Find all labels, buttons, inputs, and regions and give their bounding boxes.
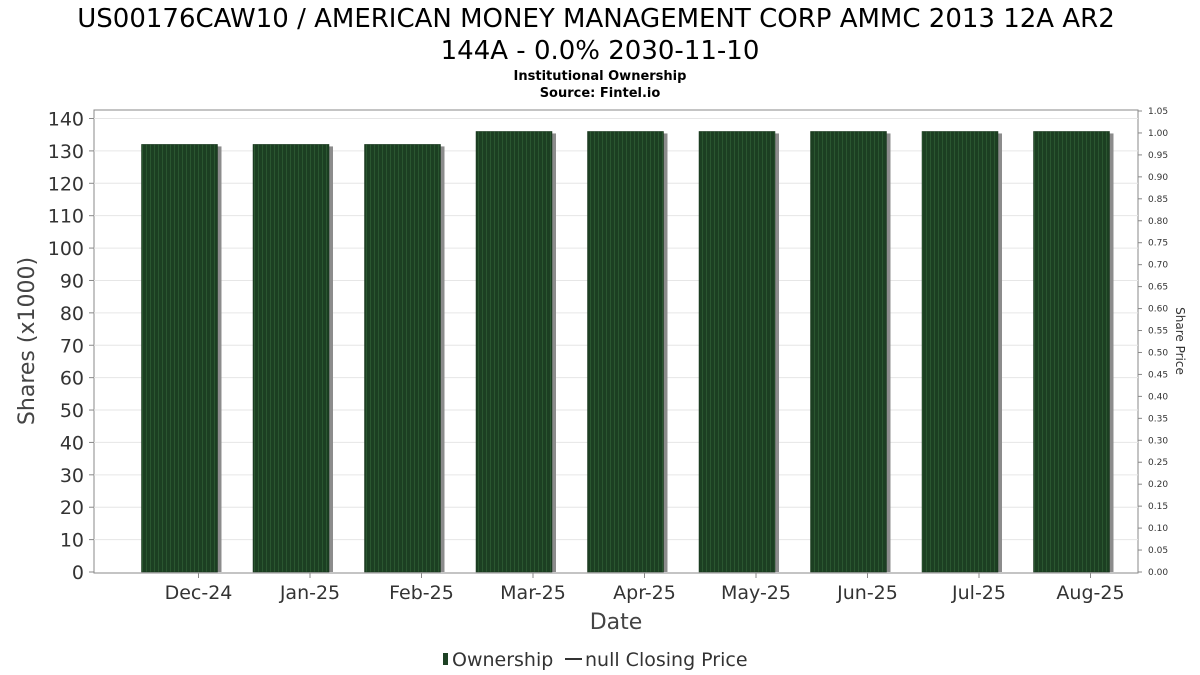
y-right-tick-label: 0.15 (1148, 502, 1168, 512)
y-right-tick-label: 0.85 (1148, 195, 1168, 205)
chart-subtitle-line1: Institutional Ownership (514, 69, 687, 84)
y-tick-label: 100 (48, 238, 84, 260)
chart-title-line2: 144A - 0.0% 2030-11-10 (441, 36, 760, 66)
bar-ownership-aug-25 (1033, 131, 1110, 573)
bar-ownership-may-25 (698, 131, 776, 573)
y-right-tick-label: 0.65 (1148, 283, 1168, 293)
y-right-tick-label: 0.20 (1148, 480, 1168, 490)
bar-ownership-dec-24 (141, 144, 218, 573)
y-axis-right-ticks: 0.00 0.05 0.10 0.15 0.20 0.25 0.30 0.35 0.40 0.45… (1138, 107, 1168, 578)
bar-ownership-mar-25 (475, 131, 553, 573)
y-tick-label: 0 (72, 562, 84, 584)
bar-shadow (663, 133, 668, 572)
y-right-tick-label: 0.40 (1148, 392, 1168, 402)
x-tick-label: Jun-25 (836, 582, 898, 604)
legend: Ownership null Closing Price (443, 649, 748, 671)
y-right-tick-label: 0.90 (1148, 173, 1168, 183)
bar-shadow (998, 133, 1002, 572)
y-right-tick-label: 0.05 (1148, 546, 1168, 556)
y-tick-label: 140 (48, 109, 84, 131)
y-right-tick-label: 0.95 (1148, 151, 1168, 161)
legend-closing-price-label: null Closing Price (585, 649, 748, 671)
y-right-tick-label: 0.00 (1148, 568, 1168, 578)
y-tick-label: 30 (60, 465, 84, 487)
y-axis-right-label: Share Price (1173, 307, 1187, 375)
bar-shadow (886, 133, 891, 572)
y-right-tick-label: 0.35 (1148, 414, 1168, 424)
y-right-tick-label: 0.55 (1148, 327, 1168, 337)
x-axis-label: Date (590, 610, 643, 635)
y-tick-label: 10 (60, 530, 84, 552)
x-tick-label: Mar-25 (500, 582, 566, 604)
x-tick-label: Aug-25 (1056, 582, 1124, 604)
y-tick-label: 120 (48, 173, 84, 195)
y-right-tick-label: 0.25 (1148, 458, 1168, 468)
y-tick-label: 90 (60, 270, 84, 292)
y-right-tick-label: 0.30 (1148, 436, 1168, 446)
y-right-tick-label: 0.70 (1148, 261, 1168, 271)
y-tick-label: 50 (60, 400, 84, 422)
y-right-tick-label: 0.10 (1148, 524, 1168, 534)
bar-shadow (329, 146, 333, 572)
x-tick-label: Jan-25 (279, 582, 340, 604)
bar-shadow (552, 133, 556, 572)
y-axis-label: Shares (x1000) (15, 257, 40, 425)
y-tick-label: 130 (48, 141, 84, 163)
x-axis-ticks: Dec-24 Jan-25 Feb-25 Mar-25 Apr-25 May-25 Jun-… (165, 573, 1125, 604)
y-tick-label: 80 (60, 303, 84, 325)
chart-subtitle-line2: Source: Fintel.io (540, 86, 661, 101)
legend-ownership-swatch (443, 653, 448, 665)
legend-ownership-label: Ownership (452, 649, 553, 671)
y-right-tick-label: 1.00 (1148, 129, 1168, 139)
bar-shadow (217, 146, 222, 572)
bar-ownership-jul-25 (921, 131, 999, 573)
bar-shadow (775, 133, 779, 572)
bar-ownership-apr-25 (587, 131, 664, 573)
bar-shadow (1109, 133, 1114, 572)
y-right-tick-label: 0.75 (1148, 239, 1168, 249)
bars (141, 131, 1114, 573)
x-tick-label: Apr-25 (613, 582, 676, 604)
x-tick-label: Dec-24 (165, 582, 233, 604)
bar-ownership-jun-25 (810, 131, 887, 573)
bar-ownership-jan-25 (252, 144, 330, 573)
y-right-tick-label: 0.80 (1148, 217, 1168, 227)
y-right-tick-label: 0.45 (1148, 370, 1168, 380)
y-tick-label: 70 (60, 335, 84, 357)
y-right-tick-label: 0.60 (1148, 305, 1168, 315)
y-tick-label: 60 (60, 368, 84, 390)
y-tick-label: 40 (60, 432, 84, 454)
x-tick-label: Feb-25 (389, 582, 454, 604)
bar-shadow (440, 146, 445, 572)
y-right-tick-label: 1.05 (1148, 107, 1168, 117)
y-right-tick-label: 0.50 (1148, 348, 1168, 358)
y-axis-left-ticks: 0 10 20 30 40 50 60 70 80 90 100 110 120 130 140 (48, 109, 94, 584)
chart-title-line1: US00176CAW10 / AMERICAN MONEY MANAGEMENT… (77, 4, 1115, 34)
y-tick-label: 110 (48, 206, 84, 228)
bar-ownership-feb-25 (364, 144, 441, 573)
y-tick-label: 20 (60, 497, 84, 519)
x-tick-label: May-25 (721, 582, 791, 604)
x-tick-label: Jul-25 (951, 582, 1006, 604)
